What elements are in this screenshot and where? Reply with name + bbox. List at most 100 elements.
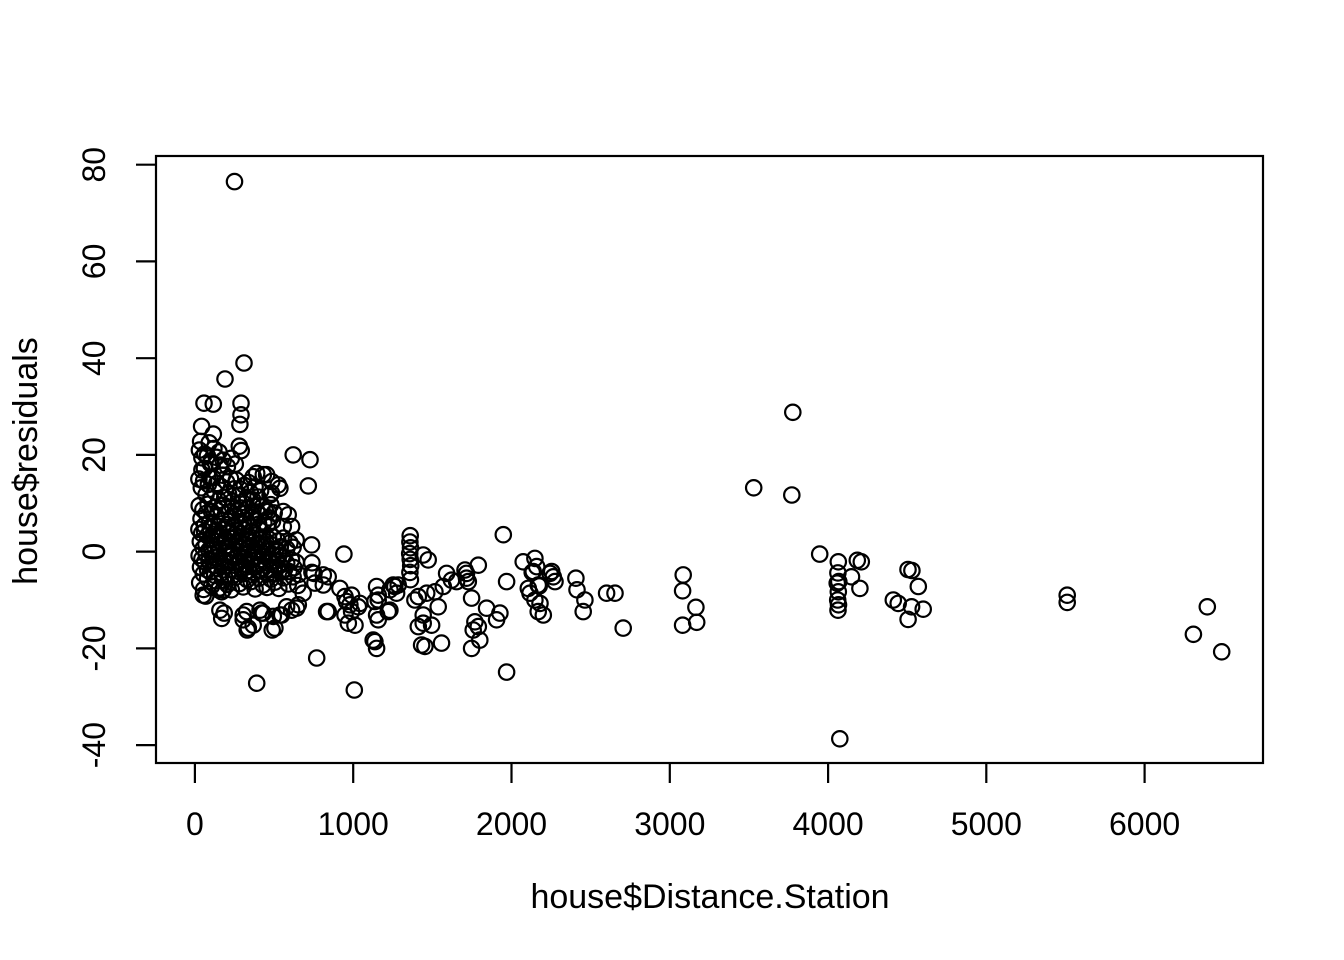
data-point: [232, 405, 250, 424]
data-point: [287, 531, 305, 549]
data-point: [336, 606, 354, 624]
x-tick-label: 2000: [476, 806, 547, 842]
y-axis: -40 -20 0 20 40 60 80: [76, 147, 156, 768]
data-point: [335, 545, 353, 563]
data-point: [1184, 625, 1203, 644]
data-point: [597, 584, 616, 602]
data-point: [235, 354, 253, 372]
data-point: [851, 579, 869, 598]
data-point: [469, 556, 488, 574]
data-point: [231, 415, 249, 434]
data-point: [1058, 593, 1076, 612]
data-point: [534, 606, 553, 624]
y-axis-title: house$residuals: [7, 337, 45, 585]
x-axis-title: house$Distance.Station: [530, 878, 889, 916]
data-point: [261, 495, 280, 514]
data-point: [409, 587, 428, 606]
data-point: [211, 499, 230, 518]
data-point: [317, 602, 336, 621]
data-point: [414, 546, 432, 564]
data-point: [576, 591, 594, 609]
data-point: [307, 649, 326, 667]
data-point: [783, 403, 802, 422]
data-point: [432, 634, 451, 652]
data-point: [899, 610, 917, 629]
x-tick-label: 3000: [634, 806, 705, 842]
y-tick-label: 0: [76, 543, 112, 561]
data-point: [416, 637, 434, 656]
data-point: [257, 465, 276, 484]
data-point: [341, 595, 359, 614]
data-point: [225, 172, 244, 191]
data-point: [249, 519, 268, 538]
data-point: [409, 617, 428, 636]
data-point: [401, 526, 419, 545]
data-point: [909, 577, 928, 596]
data-point: [216, 370, 234, 388]
x-axis: 0 1000 2000 3000 4000 5000 6000: [186, 763, 1180, 842]
data-point: [1212, 642, 1231, 661]
data-point: [497, 572, 516, 591]
data-point: [567, 569, 585, 587]
x-tick-label: 1000: [318, 806, 389, 842]
data-point: [284, 567, 302, 586]
data-point: [401, 556, 420, 575]
data-point: [261, 486, 279, 504]
data-point: [914, 600, 932, 618]
data-point: [1058, 586, 1076, 604]
data-point: [462, 639, 481, 658]
data-point: [288, 576, 307, 595]
data-point: [389, 576, 407, 594]
data-point: [542, 562, 561, 581]
data-point: [614, 619, 632, 637]
data-point: [829, 595, 848, 614]
data-point: [272, 606, 291, 624]
x-tick-label: 4000: [793, 806, 864, 842]
data-point: [852, 552, 871, 571]
data-point: [349, 597, 368, 616]
data-point: [459, 572, 478, 591]
data-point: [462, 589, 481, 607]
data-point: [842, 567, 861, 586]
data-point: [574, 602, 592, 621]
data-point: [829, 552, 848, 571]
data-point: [194, 472, 213, 490]
data-point: [279, 506, 297, 524]
data-point: [252, 604, 271, 622]
data-point: [487, 610, 506, 629]
data-point: [829, 601, 847, 619]
data-point: [903, 561, 921, 580]
data-point: [422, 616, 441, 634]
data-point: [265, 504, 283, 522]
y-tick-label: 20: [76, 437, 112, 473]
data-point: [345, 681, 364, 699]
data-point: [314, 576, 333, 594]
data-point: [366, 592, 384, 611]
data-point: [232, 394, 250, 412]
data-point: [302, 536, 321, 554]
data-point: [217, 544, 235, 562]
data-point: [284, 446, 302, 464]
data-point: [810, 545, 829, 563]
data-point: [260, 508, 278, 527]
data-point: [366, 632, 384, 651]
data-point: [744, 478, 763, 497]
data-point: [884, 591, 903, 609]
y-tick-label: 40: [76, 340, 112, 376]
data-point: [251, 481, 270, 500]
data-point: [247, 674, 266, 692]
x-tick-label: 0: [186, 806, 204, 842]
data-point: [204, 395, 223, 413]
data-points-layer: [190, 172, 1231, 748]
y-tick-label: -20: [76, 625, 112, 671]
data-point: [215, 604, 233, 622]
data-point: [364, 631, 382, 649]
data-point: [902, 597, 921, 616]
x-tick-label: 6000: [1109, 806, 1180, 842]
y-tick-label: 80: [76, 147, 112, 183]
data-point: [606, 584, 624, 602]
data-point: [673, 581, 692, 600]
data-point: [339, 614, 358, 632]
